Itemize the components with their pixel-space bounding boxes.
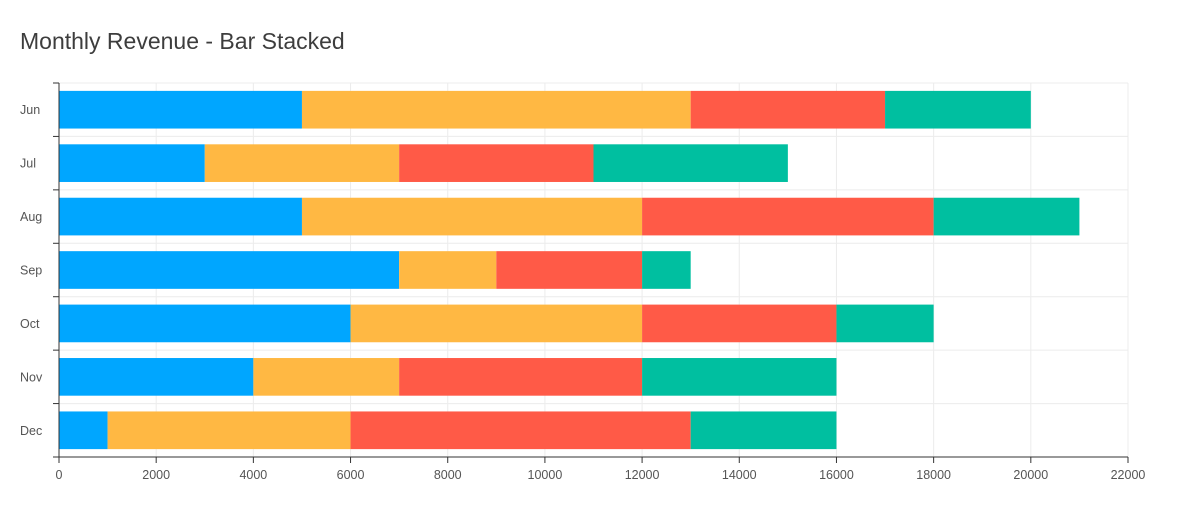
- bar-segment[interactable]: Jul: 4000: [399, 144, 594, 182]
- bar-segment[interactable]: Aug: 3000: [933, 197, 1080, 236]
- bar-segment[interactable]: Nov: 5000: [399, 358, 643, 396]
- axes: 0 2000 4000 6000 8000 10000 12000 14000 16000 180…: [20, 82, 1146, 482]
- x-tick-label: 14000: [722, 468, 757, 482]
- bar-segment[interactable]: Oct: 6000: [59, 304, 351, 343]
- x-tick-label: 10000: [528, 468, 563, 482]
- bar-segment[interactable]: Jun: 3000: [885, 90, 1031, 129]
- chart-title: Monthly Revenue - Bar Stacked: [20, 28, 345, 54]
- bar-segment[interactable]: Jun: 4000: [690, 90, 886, 129]
- y-tick-label: Dec: [20, 424, 42, 438]
- bar-segment[interactable]: Oct: 4000: [642, 304, 837, 343]
- y-tick-label: Jul: [20, 157, 36, 171]
- bar-segment[interactable]: Jul: 4000: [593, 144, 788, 182]
- bar-segment[interactable]: Nov: 3000: [253, 358, 400, 396]
- bar-segment[interactable]: Oct: 2000: [836, 304, 934, 343]
- y-tick-label: Nov: [20, 370, 43, 384]
- bar-segment[interactable]: Aug: 5000: [59, 197, 302, 236]
- bar-segment[interactable]: Jun: 5000: [59, 90, 302, 129]
- bar-segment[interactable]: Dec: 1000: [59, 411, 108, 450]
- y-tick-label: Jun: [20, 103, 40, 117]
- x-tick-label: 16000: [819, 468, 854, 482]
- bar-segment[interactable]: Sep: 1000: [642, 251, 691, 289]
- bar-segment[interactable]: Sep: 2000: [399, 251, 497, 289]
- x-tick-label: 12000: [625, 468, 660, 482]
- bar-segment[interactable]: Sep: 7000: [59, 251, 400, 289]
- bar-segment[interactable]: Nov: 4000: [59, 358, 254, 396]
- bar-segment[interactable]: Aug: 6000: [642, 197, 934, 236]
- x-tick-label: 20000: [1013, 468, 1048, 482]
- x-tick-label: 4000: [239, 468, 267, 482]
- x-tick-label: 8000: [434, 468, 462, 482]
- bar-segment[interactable]: Jul: 3000: [59, 144, 205, 182]
- x-tick-label: 22000: [1111, 468, 1146, 482]
- bar-segment[interactable]: Sep: 3000: [496, 251, 643, 289]
- y-tick-label: Sep: [20, 264, 42, 278]
- bar-segment[interactable]: Jun: 8000: [301, 90, 691, 129]
- bar-segment[interactable]: Jul: 4000: [204, 144, 400, 182]
- bar-segment[interactable]: Nov: 4000: [642, 358, 837, 396]
- y-tick-label: Aug: [20, 210, 42, 224]
- bar-segment[interactable]: Dec: 7000: [350, 411, 691, 450]
- x-tick-label: 2000: [142, 468, 170, 482]
- x-tick-label: 0: [56, 468, 63, 482]
- bar-segment[interactable]: Dec: 5000: [107, 411, 351, 450]
- y-tick-label: Oct: [20, 317, 40, 331]
- bar-segment[interactable]: Aug: 7000: [301, 197, 643, 236]
- x-tick-label: 18000: [916, 468, 951, 482]
- bar-segment[interactable]: Oct: 6000: [350, 304, 643, 343]
- x-tick-label: 6000: [337, 468, 365, 482]
- bars: Jun: 5000Jun: 8000Jun: 4000Jun: 3000 Jul:…: [59, 90, 1080, 450]
- bar-segment[interactable]: Dec: 3000: [690, 411, 837, 450]
